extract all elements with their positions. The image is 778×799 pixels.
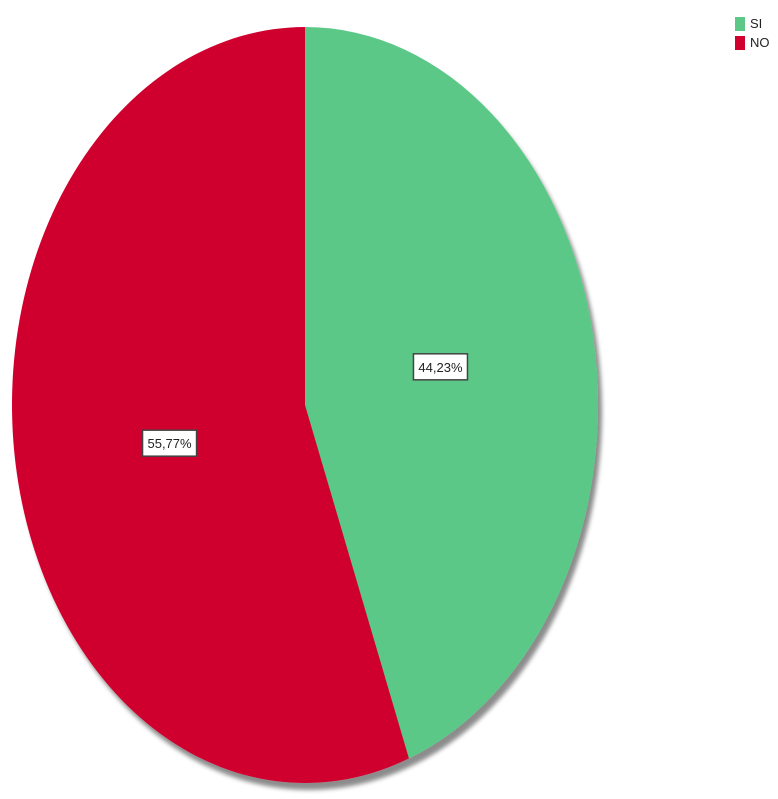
data-label-text: 44,23% — [418, 360, 463, 375]
data-label-no: 55,77% — [141, 429, 198, 457]
pie-slice-no — [12, 27, 409, 783]
pie-slice-si — [305, 27, 599, 759]
pie-data-labels: 44,23% 55,77% — [141, 353, 469, 457]
legend-swatch — [735, 35, 745, 50]
legend-item-si: SI — [735, 14, 770, 33]
legend-label: NO — [750, 35, 770, 50]
legend-item-no: NO — [735, 33, 770, 52]
legend-label: SI — [750, 16, 763, 31]
data-label-si: 44,23% — [412, 353, 469, 381]
legend: SI NO — [735, 14, 770, 52]
legend-swatch — [735, 16, 745, 31]
data-label-text: 55,77% — [147, 436, 192, 451]
pie-slices — [12, 27, 599, 783]
